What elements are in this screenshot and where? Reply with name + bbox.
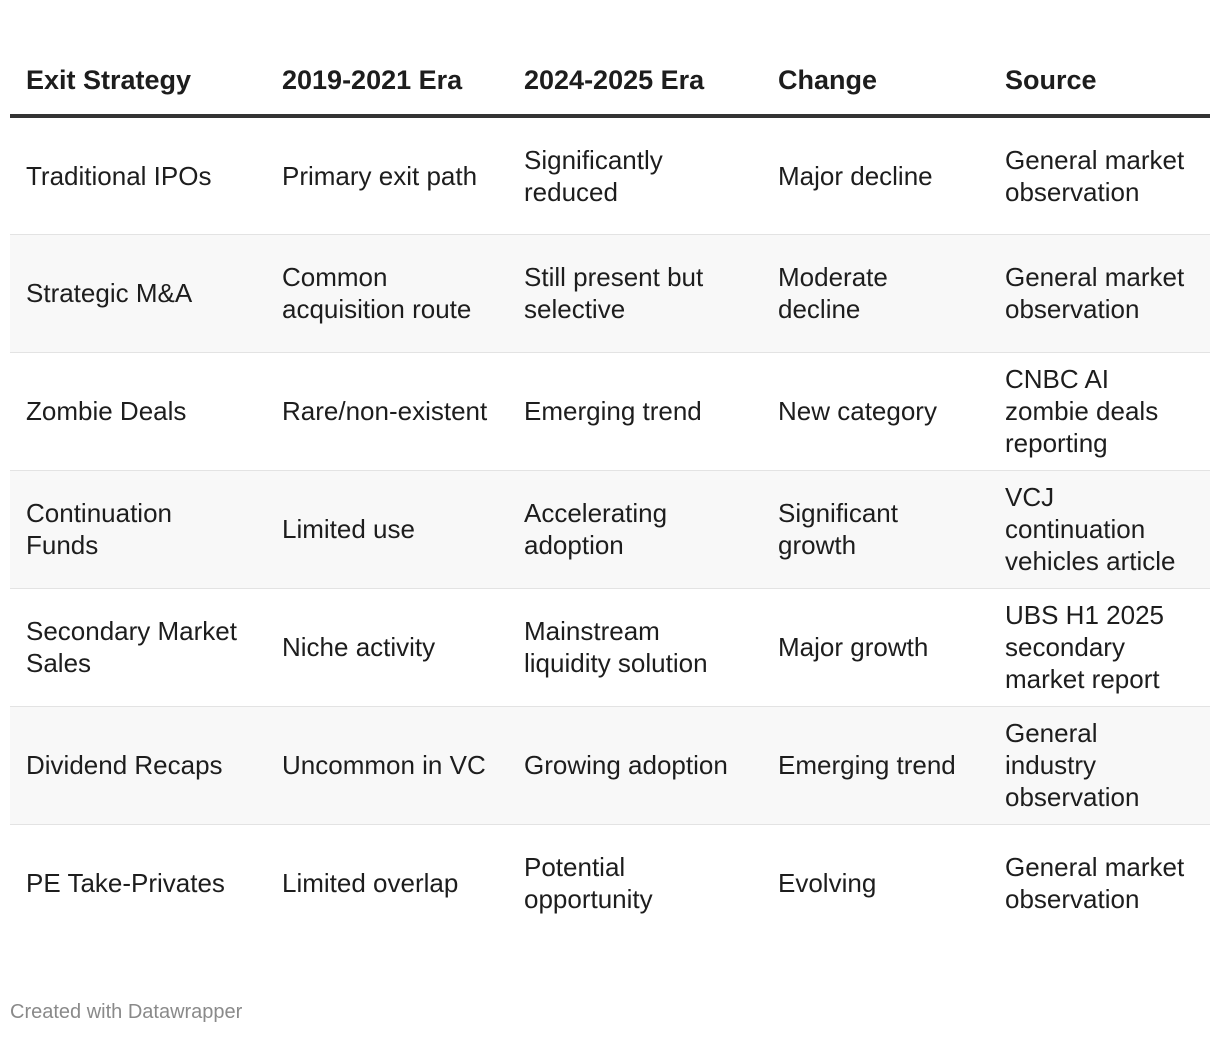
header-exit-strategy: Exit Strategy	[10, 40, 266, 118]
change-cell: Emerging trend	[762, 706, 989, 825]
era-2019-2021-cell: Rare/non-existent	[266, 352, 508, 471]
era-2019-2021-cell: Uncommon in VC	[266, 706, 508, 825]
era-2024-2025-cell: Emerging trend	[508, 352, 762, 471]
era-2019-2021-cell: Niche activity	[266, 588, 508, 707]
era-2024-2025-cell: Potential opportunity	[524, 852, 653, 915]
exit-strategy-cell: Zombie Deals	[10, 352, 266, 471]
table-header: Exit Strategy 2019-2021 Era 2024-2025 Er…	[10, 40, 1210, 118]
table-row: Dividend Recaps Uncommon in VC Growing ado…	[10, 706, 1210, 825]
era-2024-2025-cell: Significantly reduced	[508, 116, 762, 235]
table-row: Continuation Funds Limited use Acceleratin…	[10, 470, 1210, 589]
source-cell: General market observation	[989, 234, 1210, 353]
exit-strategy-cell: Continuation Funds	[10, 470, 266, 589]
era-2019-2021-cell: Primary exit path	[266, 116, 508, 235]
source-cell: General market observation	[1005, 852, 1185, 915]
era-2024-2025-cell: Mainstream liquidity solution	[508, 588, 762, 707]
table-body: Traditional IPOs Primary exit path Signifi…	[10, 116, 1210, 942]
header-row: Exit Strategy 2019-2021 Era 2024-2025 Er…	[10, 40, 1210, 118]
era-2019-2021-cell: Limited use	[266, 470, 508, 589]
exit-strategy-table: Exit Strategy 2019-2021 Era 2024-2025 Er…	[10, 40, 1210, 942]
era-2019-2021-cell: Limited overlap	[282, 868, 459, 899]
header-2024-2025-era: 2024-2025 Era	[508, 40, 762, 118]
table-row: Strategic M&A Common acquisition route Sti…	[10, 234, 1210, 353]
source-cell: General market observation	[989, 116, 1210, 235]
source-cell: VCJ continuation vehicles article	[989, 470, 1210, 589]
source-cell: CNBC AI zombie deals reporting	[989, 352, 1210, 471]
change-cell: Major growth	[762, 588, 989, 707]
table-row: PE Take-Privates Limited overlap Potential…	[10, 824, 1210, 942]
era-2024-2025-cell: Accelerating adoption	[508, 470, 762, 589]
exit-strategy-cell: Secondary Market Sales	[10, 588, 266, 707]
exit-strategy-cell: Strategic M&A	[10, 234, 266, 353]
change-cell: Major decline	[762, 116, 989, 235]
source-cell: General industry observation	[989, 706, 1210, 825]
exit-strategy-cell: PE Take-Privates	[26, 868, 225, 899]
table-row: Traditional IPOs Primary exit path Signifi…	[10, 116, 1210, 235]
change-cell: New category	[762, 352, 989, 471]
datawrapper-credit: Created with Datawrapper	[10, 1001, 243, 1023]
era-2024-2025-cell: Growing adoption	[508, 706, 762, 825]
exit-strategy-cell: Dividend Recaps	[10, 706, 266, 825]
header-2019-2021-era: 2019-2021 Era	[266, 40, 508, 118]
change-cell: Significant growth	[762, 470, 989, 589]
header-source: Source	[989, 40, 1210, 118]
change-cell: Moderate decline	[762, 234, 989, 353]
header-change: Change	[762, 40, 989, 118]
era-2019-2021-cell: Common acquisition route	[266, 234, 508, 353]
exit-strategy-cell: Traditional IPOs	[10, 116, 266, 235]
era-2024-2025-cell: Still present but selective	[508, 234, 762, 353]
source-cell: UBS H1 2025 secondary market report	[989, 588, 1210, 707]
table-row: Secondary Market Sales Niche activity Main…	[10, 588, 1210, 707]
data-table-container: Exit Strategy 2019-2021 Era 2024-2025 Er…	[10, 40, 1210, 942]
change-cell: Evolving	[778, 868, 877, 899]
table-row: Zombie Deals Rare/non-existent Emerging tr…	[10, 352, 1210, 471]
